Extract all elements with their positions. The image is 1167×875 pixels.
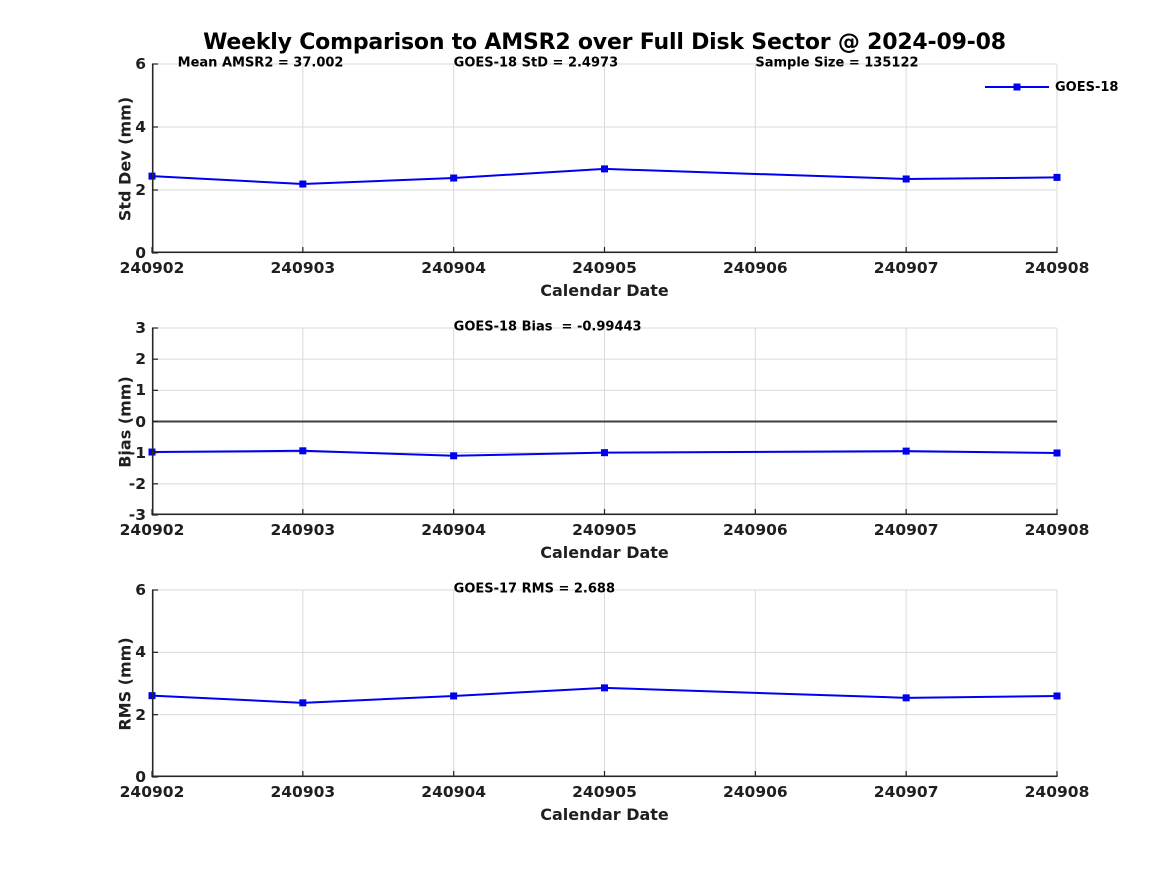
series-marker (902, 694, 910, 702)
series-marker (450, 174, 458, 182)
series-marker (1053, 449, 1061, 457)
series-marker (299, 699, 307, 707)
x-tick-label: 240907 (873, 521, 939, 539)
y-tick-label: 0 (135, 768, 146, 786)
rms-plot-area (148, 589, 1061, 778)
annotation-bias: GOES-18 Bias = -0.99443 (453, 319, 642, 335)
x-tick-label: 240907 (873, 783, 939, 801)
bias-plot-area (148, 327, 1061, 516)
annotation-std-dev: Mean AMSR2 = 37.002 (177, 55, 344, 71)
x-tick-label: 240903 (270, 783, 336, 801)
xlabel-calendar-date: Calendar Date (540, 543, 669, 562)
legend-line-sample (985, 83, 1049, 91)
y-tick-label: 6 (135, 55, 146, 73)
series-line-goes-18 (151, 167, 1058, 186)
x-tick-label: 240908 (1024, 521, 1090, 539)
y-tick-label: 2 (135, 705, 146, 724)
xlabel-calendar-date: Calendar Date (540, 805, 669, 824)
x-tick-label: 240908 (1024, 783, 1090, 801)
annotation-rms: GOES-17 RMS = 2.688 (453, 581, 616, 597)
series-line-goes-18 (151, 686, 1058, 704)
rms-ylabel: RMS (mm) (115, 636, 134, 731)
x-tick-label: 240906 (722, 259, 788, 277)
series-marker (601, 165, 608, 173)
y-tick-label: -3 (128, 506, 146, 524)
legend-label: GOES-18 (1055, 79, 1119, 95)
y-tick-label: 0 (135, 412, 146, 431)
x-tick-label: 240904 (421, 259, 487, 277)
y-tick-label: 6 (135, 581, 146, 599)
series-marker (601, 684, 608, 692)
std-dev-ylabel: Std Dev (mm) (115, 96, 134, 221)
y-tick-label: 1 (135, 381, 146, 400)
annotation-std-dev: Sample Size = 135122 (755, 55, 919, 71)
x-tick-label: 240908 (1024, 259, 1090, 277)
series-marker (1053, 173, 1061, 181)
y-tick-label: 3 (135, 319, 146, 337)
y-tick-label: 2 (135, 350, 146, 369)
x-tick-label: 240905 (572, 783, 637, 801)
x-tick-label: 240903 (270, 521, 336, 539)
x-tick-label: 240906 (722, 783, 788, 801)
series-marker (299, 447, 307, 455)
y-tick-label: 4 (135, 118, 146, 136)
y-tick-label: 2 (135, 181, 146, 199)
series-marker (601, 449, 608, 457)
y-tick-label: 0 (135, 244, 146, 262)
series-marker (299, 180, 307, 188)
y-tick-label: -1 (128, 443, 146, 462)
series-marker (902, 447, 910, 455)
x-tick-label: 240902 (119, 783, 185, 801)
x-tick-label: 240903 (270, 259, 336, 277)
series-marker (1053, 692, 1061, 700)
legend: GOES-18 (985, 79, 1118, 95)
x-tick-label: 240902 (119, 259, 185, 277)
series-line-goes-18 (151, 449, 1058, 457)
y-tick-label: 4 (135, 643, 146, 662)
x-tick-label: 240907 (873, 259, 939, 277)
series-marker (450, 452, 458, 460)
std-dev-plot-area (148, 63, 1061, 254)
x-tick-label: 240906 (722, 521, 788, 539)
bias-ylabel: Bias (mm) (115, 375, 134, 468)
x-tick-label: 240905 (572, 521, 637, 539)
x-tick-label: 240904 (421, 521, 487, 539)
y-tick-label: -2 (128, 474, 146, 493)
chart-title: Weekly Comparison to AMSR2 over Full Dis… (203, 30, 1006, 55)
xlabel-calendar-date: Calendar Date (540, 281, 669, 300)
annotation-std-dev: GOES-18 StD = 2.4973 (453, 55, 619, 71)
series-marker (902, 175, 910, 183)
series-marker (450, 692, 458, 700)
x-tick-label: 240904 (421, 783, 487, 801)
x-tick-label: 240902 (119, 521, 185, 539)
x-tick-label: 240905 (572, 259, 637, 277)
